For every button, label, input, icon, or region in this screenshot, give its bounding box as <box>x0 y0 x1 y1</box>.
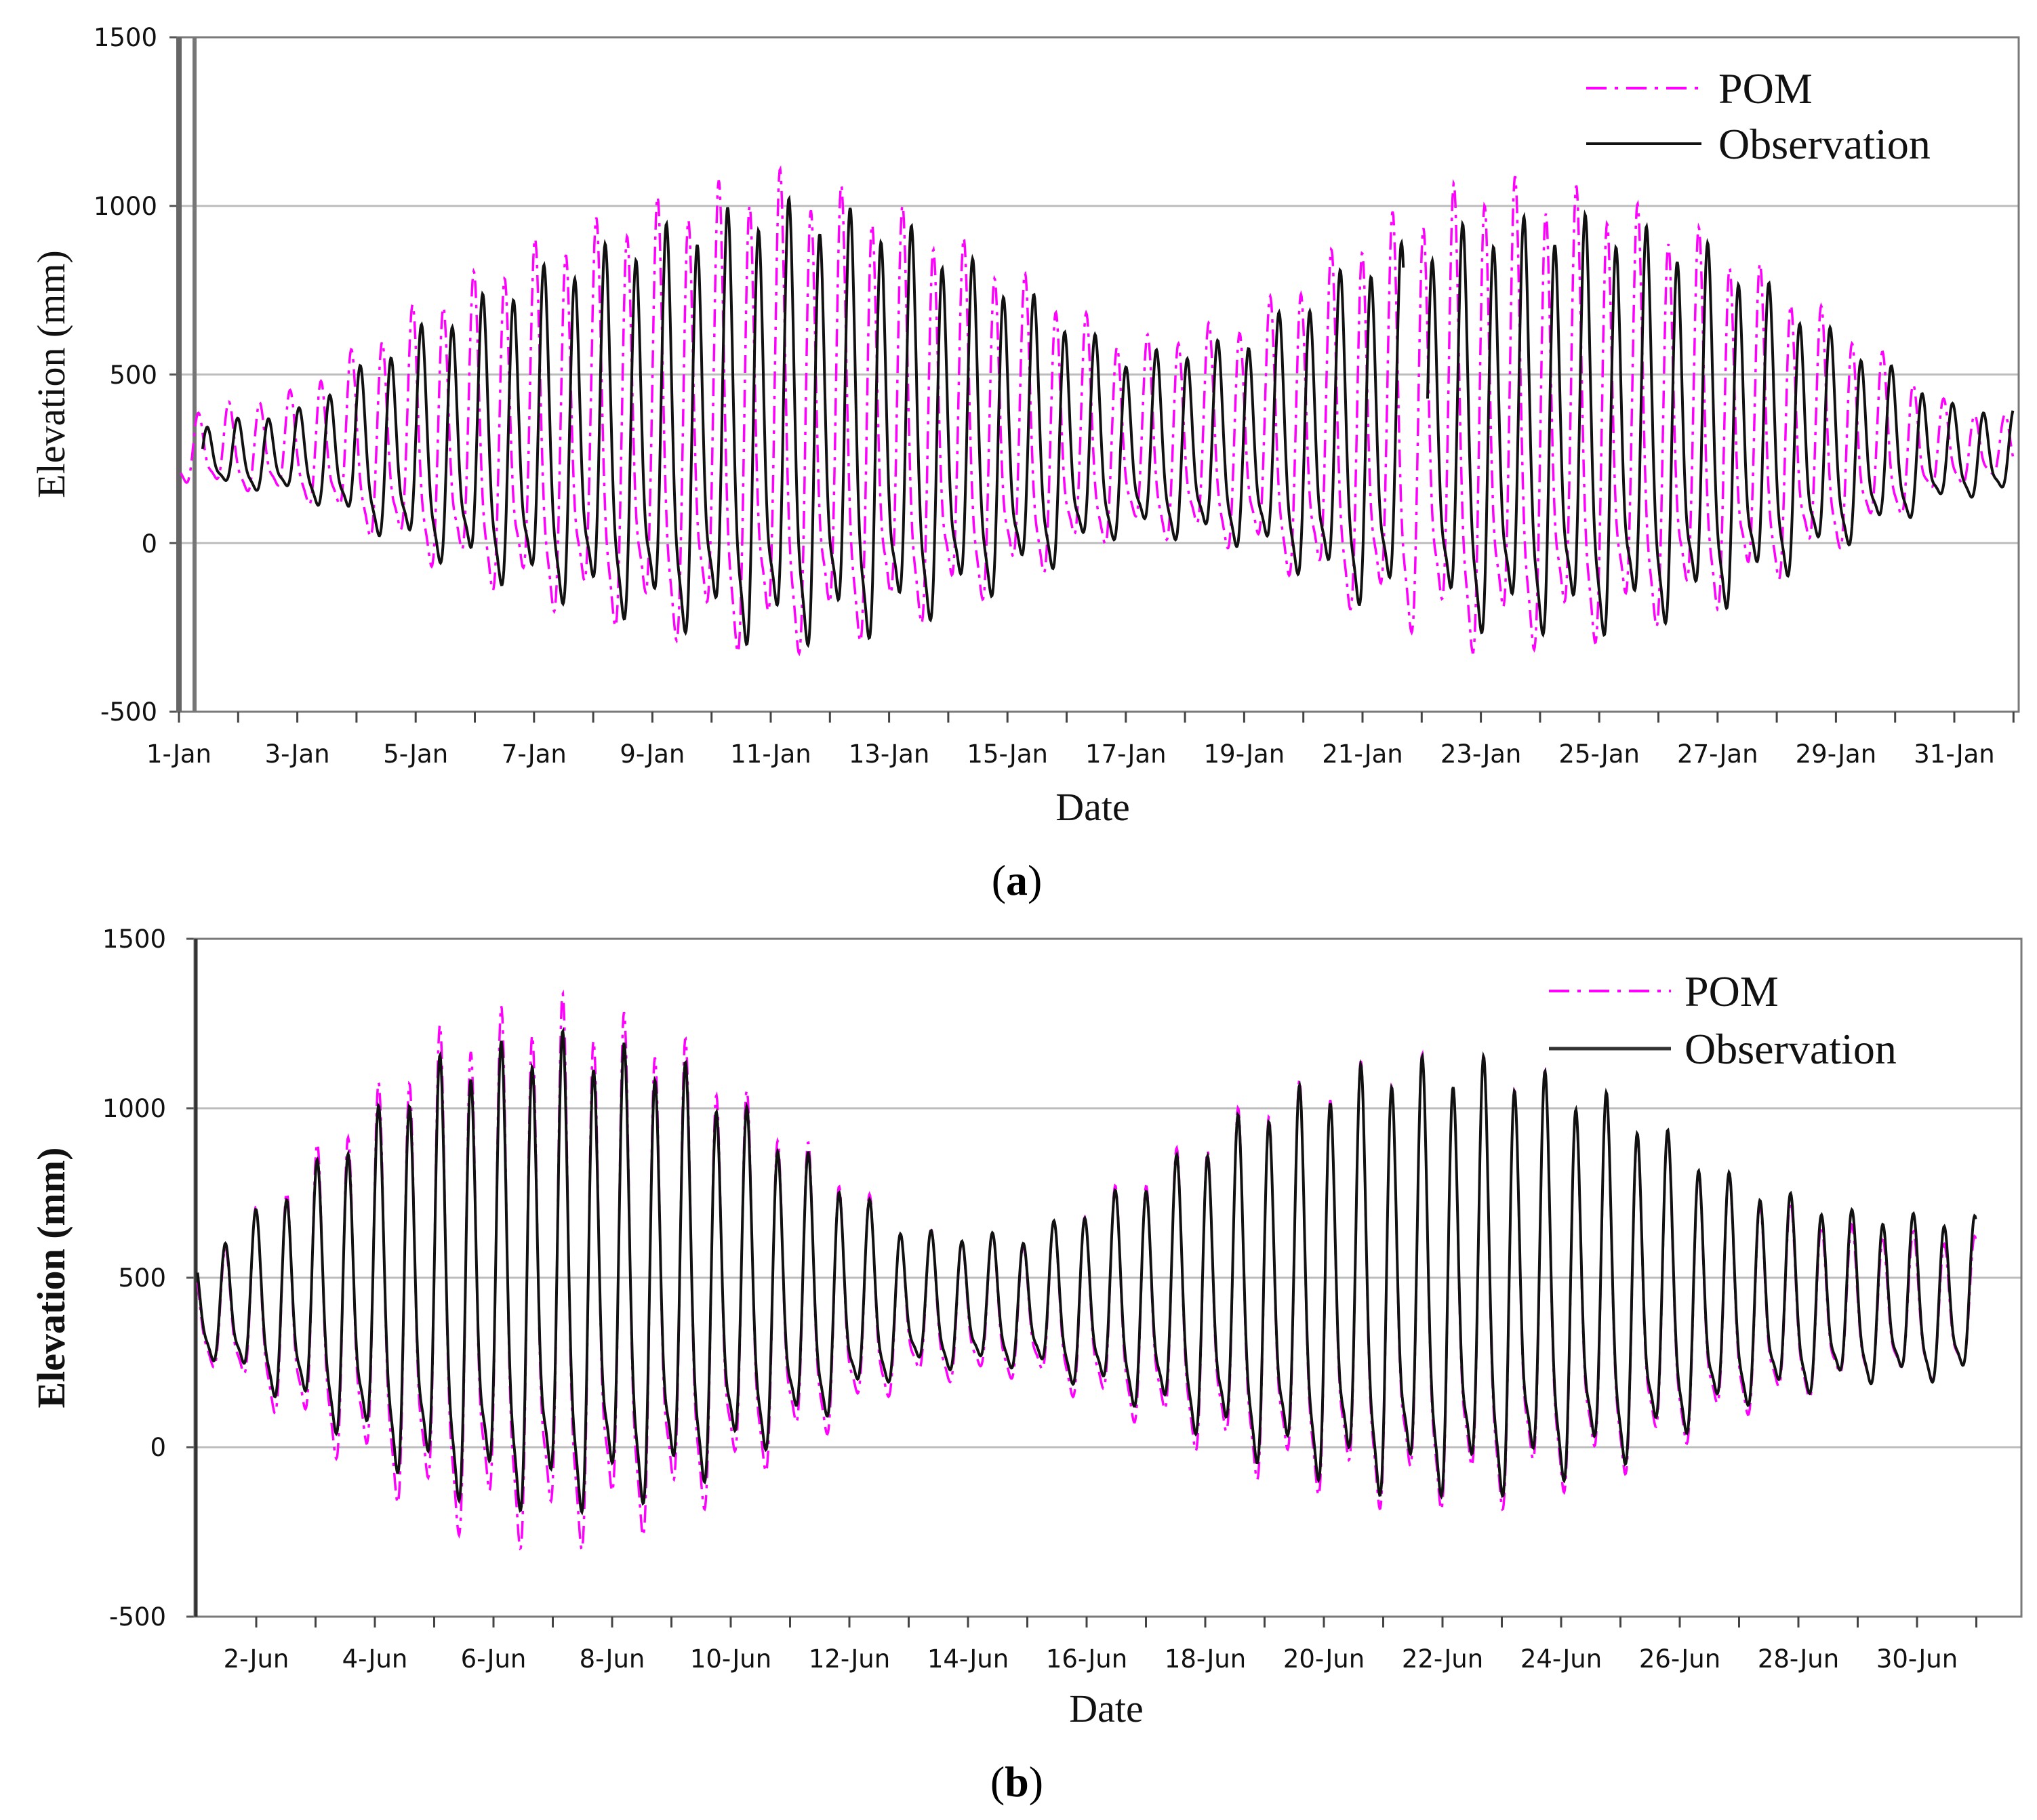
x-tick-label: 12-Jun <box>809 1644 890 1674</box>
y-tick-label: -500 <box>109 1602 166 1632</box>
x-tick-label: 28-Jun <box>1758 1644 1839 1674</box>
x-tick-label: 22-Jun <box>1402 1644 1483 1674</box>
y-tick-label: 0 <box>141 529 157 559</box>
y-axis-title-b: Elevation (mm) <box>29 1148 73 1409</box>
chart-panel-a: 1500 1000 500 0 -500 1-Jan 3-Jan 5-Jan 7-Ja… <box>29 23 2020 904</box>
series-observation-line <box>196 1027 1977 1516</box>
x-axis-title-b: Date <box>1069 1686 1144 1731</box>
series-a <box>180 165 2015 657</box>
chart-panel-b: 1500 1000 500 0 -500 2-Jun 4-Jun 6-Jun 8-Ju… <box>29 925 2023 1806</box>
x-tick-labels-a: 1-Jan 3-Jan 5-Jan 7-Jan 9-Jan 11-Jan 13-Jan 15-… <box>146 712 2015 769</box>
x-tick-label: 31-Jan <box>1914 740 1995 769</box>
x-tick-label: 26-Jun <box>1639 1644 1720 1674</box>
x-tick-label: 25-Jan <box>1558 740 1640 769</box>
series-b <box>196 989 1977 1553</box>
y-tick-labels-b: 1500 1000 500 0 -500 <box>102 925 166 1632</box>
x-tick-label: 11-Jan <box>730 740 811 769</box>
x-tick-label: 3-Jan <box>265 740 330 769</box>
x-tick-labels-b: 2-Jun 4-Jun 6-Jun 8-Jun 10-Jun 12-Jun 14-Jun 16… <box>224 1617 1977 1674</box>
panel-letter-b: b <box>1005 1758 1029 1806</box>
legend-a: POM Observation <box>1586 64 1931 168</box>
legend-observation-label-b: Observation <box>1685 1025 1897 1073</box>
x-tick-label: 4-Jun <box>342 1644 408 1674</box>
x-tick-label: 20-Jun <box>1283 1644 1365 1674</box>
x-tick-label: 15-Jan <box>967 740 1048 769</box>
x-tick-label: 9-Jan <box>620 740 685 769</box>
x-tick-label: 10-Jun <box>690 1644 771 1674</box>
panel-letter-a: a <box>1006 856 1028 904</box>
legend-pom-label-b: POM <box>1685 967 1779 1015</box>
x-tick-label: 13-Jan <box>849 740 930 769</box>
x-tick-label: 21-Jan <box>1322 740 1403 769</box>
x-tick-label: 8-Jun <box>580 1644 645 1674</box>
x-tick-label: 7-Jan <box>502 740 567 769</box>
y-tick-labels-a: 1500 1000 500 0 -500 <box>94 23 157 727</box>
y-tick-label: 1500 <box>94 23 157 52</box>
legend-observation-label-a: Observation <box>1718 120 1931 168</box>
y-tick-label: 1000 <box>94 192 157 221</box>
x-tick-label: 24-Jun <box>1520 1644 1602 1674</box>
y-axis-title-a: Elevation (mm) <box>29 250 73 498</box>
series-observation-line <box>201 195 2015 649</box>
x-tick-label: 1-Jan <box>146 740 211 769</box>
x-tick-label: 29-Jan <box>1796 740 1877 769</box>
panel-caption-a: (a) <box>992 856 1043 904</box>
panel-caption-b: (b) <box>990 1758 1043 1806</box>
x-tick-label: 19-Jan <box>1204 740 1285 769</box>
series-pom-line <box>196 989 1977 1553</box>
x-tick-label: 14-Jun <box>927 1644 1009 1674</box>
y-tick-label: 0 <box>150 1433 166 1462</box>
y-tick-label: 500 <box>118 1263 166 1293</box>
x-tick-label: 30-Jun <box>1876 1644 1958 1674</box>
x-tick-label: 2-Jun <box>224 1644 289 1674</box>
x-tick-label: 6-Jun <box>461 1644 527 1674</box>
x-tick-label: 23-Jan <box>1440 740 1522 769</box>
gridlines-b <box>186 937 2021 1618</box>
legend-pom-label-a: POM <box>1718 64 1813 113</box>
x-tick-label: 5-Jan <box>383 740 448 769</box>
legend-b: POM Observation <box>1549 967 1897 1073</box>
y-tick-label: 500 <box>109 361 157 390</box>
x-tick-label: 27-Jan <box>1677 740 1758 769</box>
series-pom-line <box>180 165 2015 657</box>
x-tick-label: 17-Jan <box>1085 740 1167 769</box>
x-tick-label: 16-Jun <box>1046 1644 1127 1674</box>
x-tick-label: 18-Jun <box>1165 1644 1246 1674</box>
x-axis-title-a: Date <box>1055 785 1130 829</box>
y-tick-label: 1000 <box>102 1094 166 1123</box>
y-tick-label: 1500 <box>102 925 166 954</box>
y-tick-label: -500 <box>100 697 157 727</box>
